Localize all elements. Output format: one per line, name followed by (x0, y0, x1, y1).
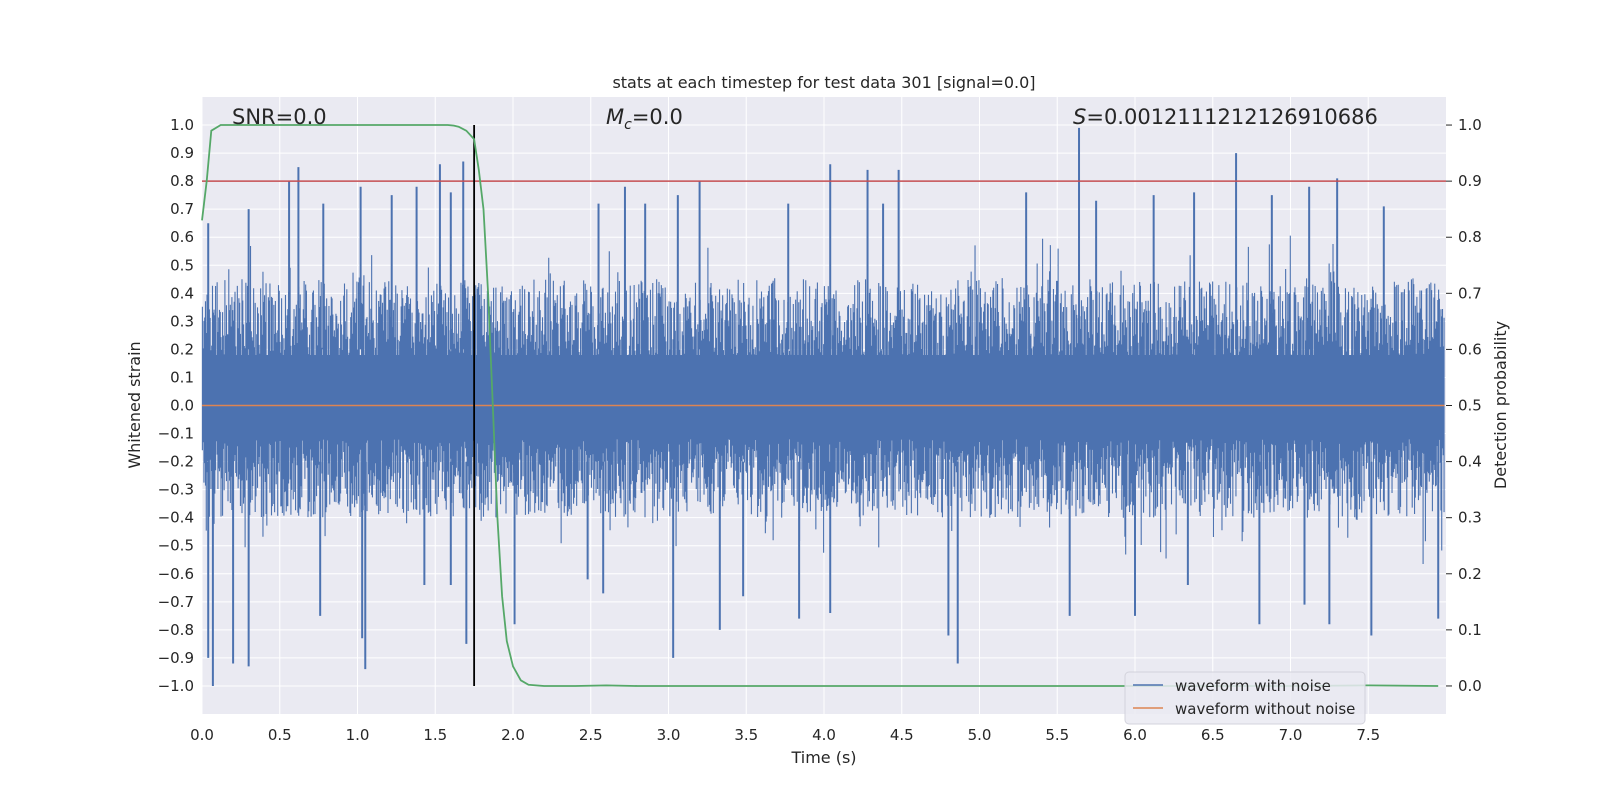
series-detection-probability (201, 124, 1439, 687)
y2-tick-label: 0.1 (1458, 621, 1482, 639)
y-axis-label: Whitened strain (125, 341, 144, 468)
chirp-mass-subscript: c (624, 117, 632, 133)
y2-tick-label: 0.9 (1458, 172, 1482, 190)
y-tick-label: 0.7 (170, 200, 194, 218)
chirp-mass-value: =0.0 (632, 105, 683, 129)
x-tick-label: 3.0 (657, 726, 681, 744)
y-tick-label: 1.0 (170, 116, 194, 134)
y2-tick-label: 0.0 (1458, 677, 1482, 695)
y-tick-label: −0.4 (158, 509, 194, 527)
y-tick-label: −0.7 (158, 593, 194, 611)
y2-tick-label: 0.2 (1458, 565, 1482, 583)
y-tick-label: −0.1 (158, 425, 194, 443)
y-tick-label: −0.6 (158, 565, 194, 583)
y-tick-label: 0.0 (170, 397, 194, 415)
line-series (201, 124, 1446, 687)
noise-series (201, 127, 1445, 686)
y-tick-label: −0.5 (158, 537, 194, 555)
noise-dense-band (202, 355, 1445, 440)
x-axis-label: Time (s) (790, 748, 856, 767)
y-tick-label: 0.3 (170, 312, 194, 330)
annotation-chirp-mass: Mc=0.0 (606, 105, 683, 133)
statistic-symbol: S (1073, 105, 1086, 129)
y2-tick-label: 0.6 (1458, 340, 1482, 358)
x-tick-label: 2.5 (579, 726, 603, 744)
chart-title: stats at each timestep for test data 301… (612, 73, 1035, 92)
y2-tick-label: 0.4 (1458, 453, 1482, 471)
x-tick-label: 5.5 (1045, 726, 1069, 744)
annotation-statistic: S=0.0012111212126910686 (1073, 105, 1378, 129)
y-tick-label: 0.1 (170, 368, 194, 386)
y-tick-label: 0.2 (170, 340, 194, 358)
x-tick-label: 3.5 (734, 726, 758, 744)
legend-box (1124, 671, 1366, 725)
y-axis-ticks: 1.0 0.9 0.8 0.7 0.6 0.5 0.4 0.3 0.2 0.1 0.0 −0.1 −0.… (158, 116, 194, 695)
y-tick-label: 0.4 (170, 284, 194, 302)
y-tick-label: 0.6 (170, 228, 194, 246)
y-tick-label: −0.9 (158, 649, 194, 667)
x-tick-label: 0.5 (268, 726, 292, 744)
y2-axis-label: Detection probability (1491, 321, 1510, 489)
y-tick-label: −1.0 (158, 677, 194, 695)
legend-label-noise: waveform with noise (1175, 677, 1331, 695)
y-tick-label: −0.3 (158, 481, 194, 499)
x-axis-ticks: 0.0 0.5 1.0 1.5 2.0 2.5 3.0 3.5 4.0 4.5 5.0 5.5 6.0 6… (190, 726, 1380, 744)
x-tick-label: 0.0 (190, 726, 214, 744)
y-tick-label: 0.5 (170, 256, 194, 274)
x-tick-label: 1.0 (346, 726, 370, 744)
x-tick-label: 4.5 (890, 726, 914, 744)
y-tick-label: 0.9 (170, 144, 194, 162)
statistic-value: =0.0012111212126910686 (1086, 105, 1378, 129)
x-tick-label: 6.5 (1201, 726, 1225, 744)
x-tick-label: 7.5 (1356, 726, 1380, 744)
x-tick-label: 6.0 (1123, 726, 1147, 744)
legend: waveform with noise waveform without noi… (1124, 671, 1366, 725)
y2-axis-ticks: 1.0 0.9 0.8 0.7 0.6 0.5 0.4 0.3 0.2 0.1 0.0 (1446, 116, 1482, 695)
chirp-mass-symbol: M (606, 105, 624, 129)
annotation-snr: SNR=0.0 (232, 105, 327, 129)
y-tick-label: 0.8 (170, 172, 194, 190)
x-tick-label: 2.0 (501, 726, 525, 744)
y-tick-label: −0.2 (158, 453, 194, 471)
y2-tick-label: 1.0 (1458, 116, 1482, 134)
y2-tick-label: 0.5 (1458, 397, 1482, 415)
y-tick-label: −0.8 (158, 621, 194, 639)
y2-tick-label: 0.3 (1458, 509, 1482, 527)
legend-label-clean: waveform without noise (1175, 700, 1355, 718)
y2-tick-label: 0.8 (1458, 228, 1482, 246)
x-tick-label: 5.0 (968, 726, 992, 744)
x-tick-label: 4.0 (812, 726, 836, 744)
y2-tick-label: 0.7 (1458, 284, 1482, 302)
x-tick-label: 7.0 (1279, 726, 1303, 744)
x-tick-label: 1.5 (423, 726, 447, 744)
